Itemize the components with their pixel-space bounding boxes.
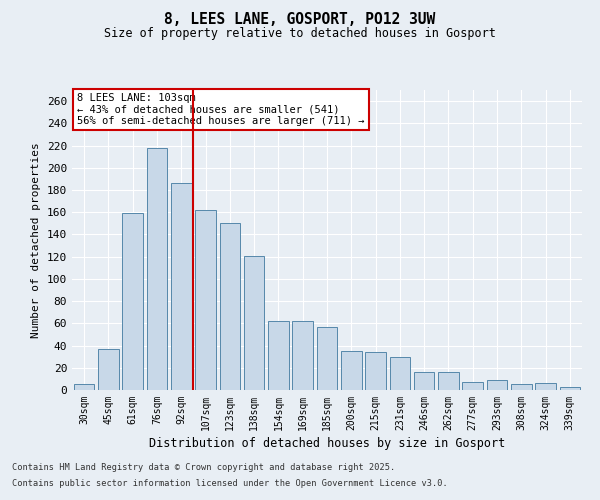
Text: Size of property relative to detached houses in Gosport: Size of property relative to detached ho…: [104, 28, 496, 40]
Bar: [74, 384, 94, 390]
Bar: [487, 380, 508, 390]
Bar: [414, 372, 434, 390]
Bar: [560, 386, 580, 390]
Bar: [268, 321, 289, 390]
Text: Contains public sector information licensed under the Open Government Licence v3: Contains public sector information licen…: [12, 478, 448, 488]
Text: Contains HM Land Registry data © Crown copyright and database right 2025.: Contains HM Land Registry data © Crown c…: [12, 464, 395, 472]
Text: 8, LEES LANE, GOSPORT, PO12 3UW: 8, LEES LANE, GOSPORT, PO12 3UW: [164, 12, 436, 28]
Bar: [292, 321, 313, 390]
Bar: [171, 184, 191, 390]
Bar: [511, 384, 532, 390]
Bar: [389, 356, 410, 390]
Bar: [195, 210, 216, 390]
Bar: [317, 326, 337, 390]
Bar: [535, 384, 556, 390]
Bar: [438, 372, 459, 390]
Text: 8 LEES LANE: 103sqm
← 43% of detached houses are smaller (541)
56% of semi-detac: 8 LEES LANE: 103sqm ← 43% of detached ho…: [77, 93, 365, 126]
Bar: [220, 224, 240, 390]
Y-axis label: Number of detached properties: Number of detached properties: [31, 142, 41, 338]
Bar: [146, 148, 167, 390]
Bar: [244, 256, 265, 390]
Bar: [463, 382, 483, 390]
X-axis label: Distribution of detached houses by size in Gosport: Distribution of detached houses by size …: [149, 437, 505, 450]
Bar: [122, 214, 143, 390]
Bar: [341, 351, 362, 390]
Bar: [365, 352, 386, 390]
Bar: [98, 349, 119, 390]
